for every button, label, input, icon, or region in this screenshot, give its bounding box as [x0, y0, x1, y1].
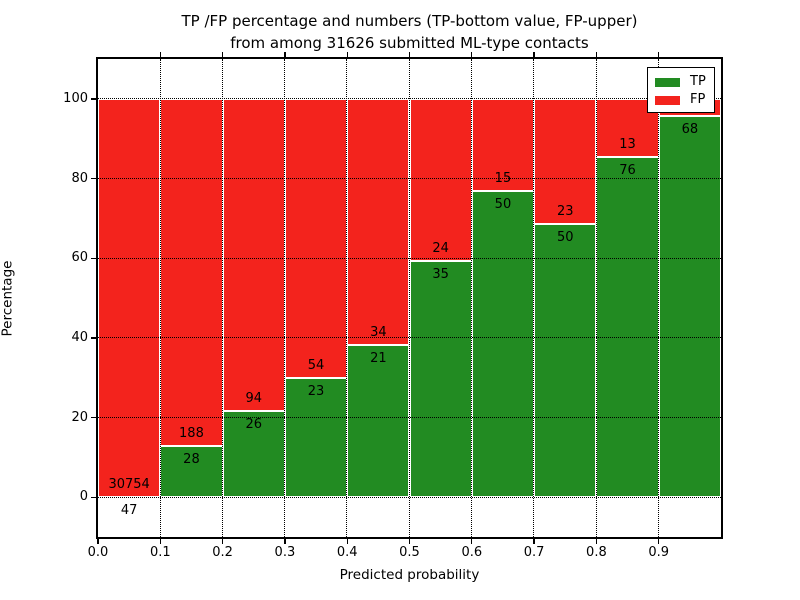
bar-fp-segment: [409, 98, 472, 261]
x-tick-mark-top: [471, 52, 473, 57]
fp-count-label: 94: [245, 390, 263, 406]
x-tick-label: 0.9: [648, 545, 670, 560]
chart-title: TP /FP percentage and numbers (TP-bottom…: [98, 10, 721, 54]
legend-item-tp: TP: [655, 73, 708, 91]
bar-tp-segment: [222, 410, 285, 498]
y-tick-mark: [91, 98, 96, 100]
tp-count-label: 28: [183, 451, 200, 467]
x-tick-mark-top: [533, 52, 535, 57]
gridline-vertical: [159, 59, 161, 537]
tp-count-label: 50: [494, 196, 512, 212]
bar-tp-segment: [284, 378, 348, 498]
y-tick-mark: [91, 416, 96, 419]
fp-count-label: 15: [494, 170, 512, 186]
tp-count-label: 50: [556, 230, 574, 246]
x-tick-label: 0.4: [336, 545, 358, 560]
x-tick-label: 0.7: [523, 545, 545, 560]
x-tick-mark-top: [284, 52, 286, 57]
fp-count-label: 34: [370, 325, 387, 341]
tp-count-label: 23: [307, 384, 325, 400]
gridline-vertical: [284, 59, 286, 537]
bar-fp-segment: [160, 98, 223, 446]
x-tick-mark: [346, 539, 348, 544]
y-tick-label: 60: [71, 250, 88, 266]
bar-tp-segment: [160, 445, 223, 498]
fp-count-label: 24: [432, 240, 449, 256]
plot-area: 30754 47 188 28 94 26 54 23 34 21 24 35 15 50 23 50 13 76…: [96, 57, 723, 539]
y-tick-mark: [91, 177, 96, 180]
x-tick-mark: [595, 539, 598, 544]
y-tick-label: 0: [79, 489, 88, 505]
tp-count-label: 35: [432, 266, 449, 282]
x-tick-mark-top: [408, 52, 411, 57]
chart-title-line1: TP /FP percentage and numbers (TP-bottom…: [181, 12, 638, 30]
bar-tp-segment: [596, 157, 659, 498]
tp-count-label: 47: [120, 502, 138, 518]
x-tick-label: 0.1: [149, 545, 171, 560]
x-tick-mark: [408, 539, 411, 544]
legend-label-fp: FP: [690, 92, 706, 107]
tp-count-label: 76: [619, 163, 636, 179]
y-tick-label: 80: [71, 170, 88, 186]
fp-count-label: 188: [179, 425, 204, 441]
gridline-vertical: [471, 59, 473, 537]
fp-count-label: 23: [556, 204, 574, 220]
x-tick-mark: [221, 539, 224, 544]
fp-count-label: 54: [307, 358, 325, 374]
tp-count-label: 26: [245, 416, 263, 432]
gridline-vertical: [346, 59, 348, 537]
tp-count-label: 21: [370, 351, 387, 367]
bar-fp-segment: [284, 98, 348, 379]
gridline-vertical: [533, 59, 535, 537]
x-tick-label: 0.3: [274, 545, 296, 560]
bar-tp-segment: [347, 345, 410, 498]
x-tick-mark: [658, 539, 660, 544]
y-tick-mark: [91, 257, 96, 259]
y-tick-label: 40: [71, 329, 88, 345]
legend-swatch-tp: [655, 77, 680, 87]
x-tick-mark-top: [658, 52, 660, 57]
gridline-vertical: [595, 59, 597, 537]
fp-count-label: 13: [619, 137, 636, 153]
chart-title-line2: from among 31626 submitted ML-type conta…: [230, 34, 589, 52]
legend-swatch-fp: [655, 95, 680, 105]
bar-fp-segment: [534, 98, 597, 225]
gridline-vertical: [657, 59, 659, 537]
bar-tp-segment: [409, 260, 472, 498]
gridline-vertical: [221, 59, 223, 537]
bar-tp-segment: [471, 190, 535, 498]
bar-tp-segment: [658, 115, 721, 498]
x-tick-mark-top: [346, 52, 348, 57]
x-tick-label: 0.6: [461, 545, 483, 560]
x-tick-mark-top: [221, 52, 224, 57]
x-tick-mark: [97, 539, 99, 544]
legend-item-fp: FP: [655, 91, 708, 109]
tp-count-label: 68: [681, 121, 699, 137]
bar-fp-segment: [471, 98, 535, 191]
legend: TP FP: [647, 67, 715, 113]
fp-count-label: 30754: [108, 476, 150, 492]
bar-fp-segment: [222, 98, 285, 411]
x-tick-mark-top: [159, 52, 161, 57]
x-tick-mark: [159, 539, 161, 544]
bar-tp-segment: [534, 224, 597, 498]
x-tick-mark: [471, 539, 473, 544]
x-axis-label: Predicted probability: [339, 567, 480, 583]
x-tick-label: 0.2: [212, 545, 233, 560]
y-tick-label: 100: [63, 90, 88, 106]
x-tick-label: 0.0: [87, 545, 109, 560]
x-tick-label: 0.5: [399, 545, 420, 560]
bar-fp-segment: [347, 98, 410, 346]
x-tick-mark: [533, 539, 535, 544]
y-tick-mark: [91, 496, 96, 498]
legend-label-tp: TP: [690, 74, 706, 89]
y-tick-label: 20: [71, 409, 88, 425]
x-tick-mark: [284, 539, 286, 544]
y-tick-mark: [91, 337, 96, 339]
x-tick-label: 0.8: [586, 545, 607, 560]
gridline-vertical: [408, 59, 410, 537]
bar-fp-segment: [98, 98, 161, 497]
x-tick-mark-top: [595, 52, 598, 57]
